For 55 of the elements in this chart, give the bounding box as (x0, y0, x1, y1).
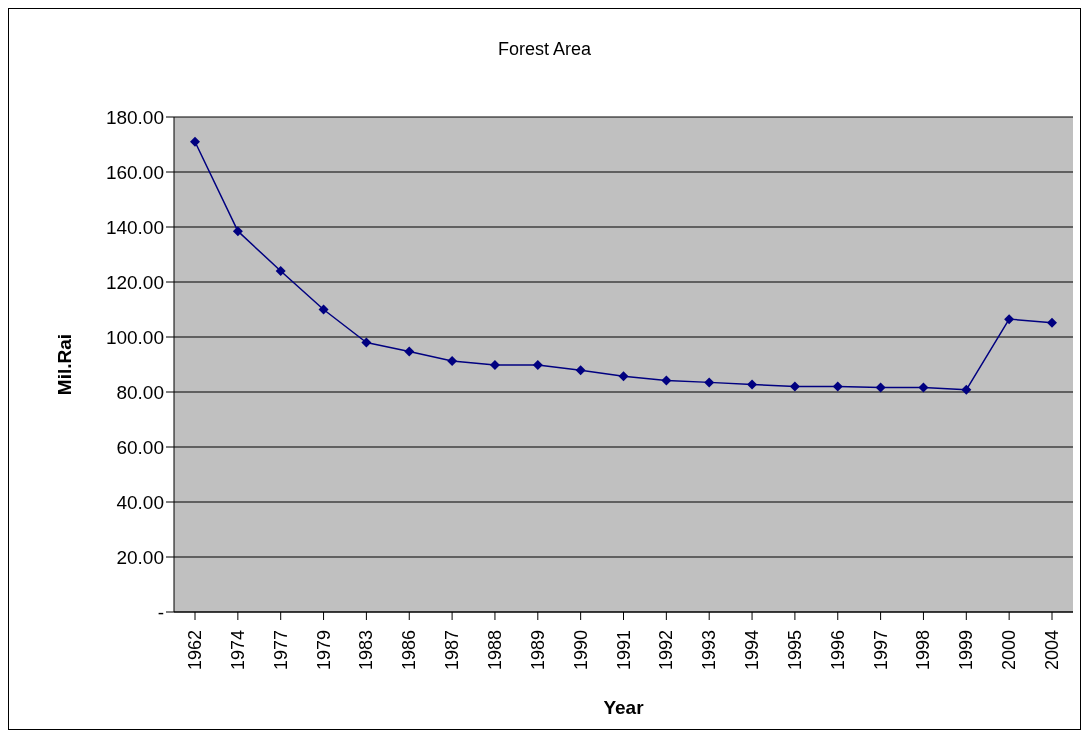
point (832, 381, 843, 392)
x-tick-label: 1997 (870, 630, 891, 671)
point (190, 136, 200, 147)
point (489, 360, 500, 371)
point (789, 381, 800, 392)
y-tick-label: 180.00 (105, 106, 164, 128)
y-tick-label: 100.00 (105, 326, 164, 348)
x-tick-label: 2000 (999, 630, 1020, 671)
y-tick-label: 20.00 (116, 546, 164, 568)
x-tick-label: 1991 (613, 630, 634, 671)
point (275, 266, 286, 276)
x-tick-label: 1979 (313, 630, 334, 671)
x-tick-label: 1992 (656, 630, 677, 671)
y-tick-label: 80.00 (116, 381, 164, 403)
point (404, 346, 415, 357)
x-tick-label: 1988 (484, 630, 505, 671)
x-tick-label: 1999 (956, 630, 977, 671)
point (1047, 317, 1057, 328)
x-tick-label: 1990 (570, 630, 591, 671)
y-tick-label: - (157, 601, 164, 623)
x-tick-label: 1996 (827, 630, 848, 671)
point (447, 355, 458, 366)
x-tick-label: 1983 (356, 630, 377, 671)
point (618, 371, 629, 382)
point (961, 384, 972, 395)
x-tick-label: 1986 (399, 630, 420, 671)
x-tick-label: 1974 (227, 630, 248, 671)
x-tick-label: 1987 (442, 630, 463, 671)
x-tick-label: 1989 (527, 630, 548, 671)
y-tick-label: 60.00 (116, 436, 164, 458)
x-tick-label: 1998 (913, 630, 934, 671)
point (747, 379, 758, 390)
y-tick-label: 160.00 (105, 161, 164, 183)
x-axis-title: Year (603, 697, 645, 718)
point (361, 337, 372, 348)
y-tick-label: 120.00 (105, 271, 164, 293)
x-tick-label: 2004 (1042, 630, 1062, 671)
point (661, 375, 672, 386)
y-tick-label: 40.00 (116, 491, 164, 513)
y-axis-title: Mil.Rai (53, 333, 75, 396)
point (232, 226, 243, 237)
x-tick-label: 1994 (742, 630, 763, 671)
x-tick-label: 1995 (784, 630, 805, 671)
point (918, 382, 929, 393)
point (875, 382, 886, 393)
x-tick-label: 1977 (270, 630, 291, 671)
x-tick-label: 1962 (185, 630, 205, 671)
point (575, 365, 586, 376)
point (318, 304, 329, 315)
point (704, 377, 715, 388)
y-tick-label: 140.00 (105, 216, 164, 238)
point (532, 360, 543, 371)
chart-title: Forest Area (496, 39, 592, 60)
point (1004, 314, 1015, 325)
x-tick-label: 1993 (699, 630, 720, 671)
